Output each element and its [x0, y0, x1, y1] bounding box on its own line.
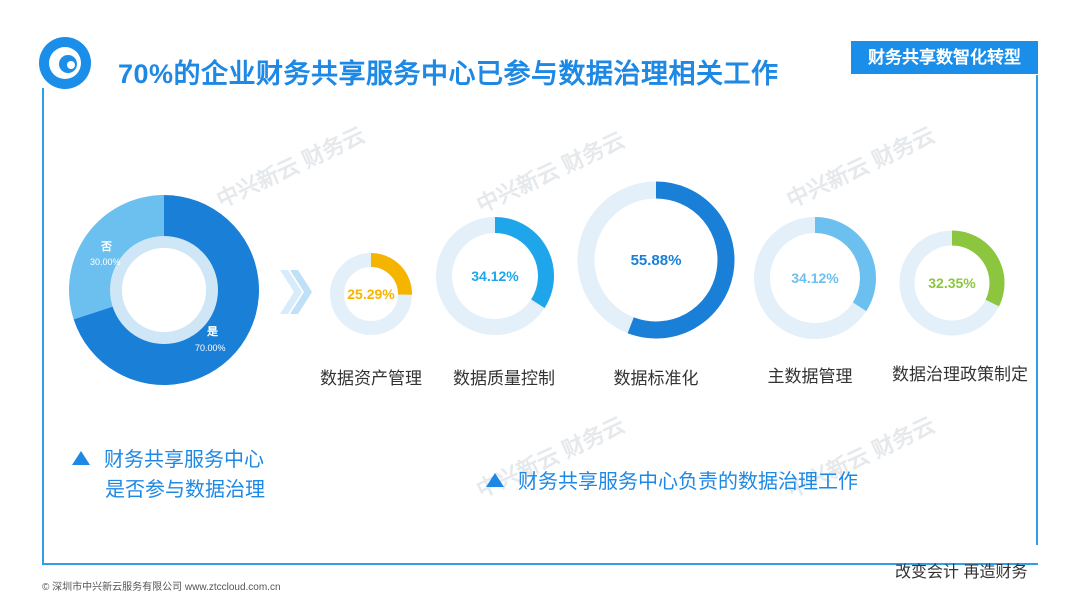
footer-copyright: © 深圳市中兴新云服务有限公司 www.ztccloud.com.cn: [42, 582, 281, 593]
gauge-category-label: 数据质量控制: [453, 369, 555, 388]
triangle-icon: [72, 451, 90, 465]
pie-slice-yes: [73, 195, 259, 385]
gauge-arc: [951, 230, 1005, 307]
gauge-value-label: 34.12%: [471, 268, 519, 284]
gauge-value-label: 25.29%: [347, 286, 395, 302]
gauge-arc: [370, 253, 412, 295]
arrow-chevron-icon: [290, 270, 312, 314]
gauge-category-label: 数据标准化: [614, 369, 699, 388]
pie-hole: [122, 248, 206, 332]
gauge-category-label: 数据资产管理: [320, 369, 422, 388]
arrow-chevron-icon: [280, 270, 302, 314]
legend-right: 财务共享服务中心负责的数据治理工作: [486, 467, 858, 497]
gauge-category-label: 数据治理政策制定: [892, 365, 1028, 384]
gauge-arc: [814, 217, 876, 312]
topic-badge: 财务共享数智化转型: [851, 41, 1038, 74]
pie-slice-no: [68, 195, 164, 320]
frame-right-border: [1036, 75, 1038, 545]
frame-bottom-border: [42, 563, 1038, 565]
gauge-value-label: 55.88%: [631, 252, 682, 269]
legend-right-text: 财务共享服务中心负责的数据治理工作: [518, 471, 858, 493]
gauge-arc: [494, 217, 554, 308]
page-title: 70%的企业财务共享服务中心已参与数据治理相关工作: [118, 59, 779, 89]
legend-left-line2: 是否参与数据治理: [105, 479, 265, 501]
frame-left-border: [42, 88, 44, 564]
footer-slogan: 改变会计 再造财务: [895, 564, 1028, 581]
pie-label-yes: 是: [206, 325, 219, 338]
gauge-value-label: 32.35%: [928, 275, 976, 291]
cloud-logo-icon: [39, 37, 91, 89]
gauge-category-label: 主数据管理: [768, 367, 853, 386]
legend-left-line1: 财务共享服务中心: [104, 449, 264, 471]
legend-left: 财务共享服务中心 是否参与数据治理: [72, 445, 265, 505]
pie-inner-ring: [110, 236, 218, 344]
pie-value-no: 30.00%: [90, 257, 121, 267]
pie-value-yes: 70.00%: [195, 343, 226, 353]
triangle-icon: [486, 473, 504, 487]
gauge-arc: [627, 181, 735, 339]
pie-label-no: 否: [100, 240, 112, 253]
gauge-value-label: 34.12%: [791, 270, 839, 286]
